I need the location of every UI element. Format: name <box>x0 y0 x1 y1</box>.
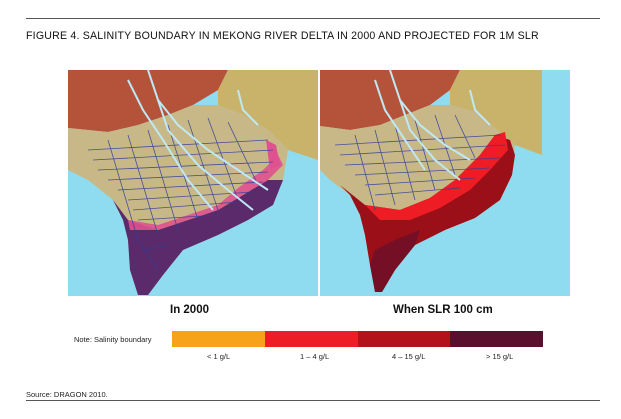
bottom-rule <box>26 400 600 401</box>
upland-tan-region <box>218 70 318 160</box>
upland-region <box>68 70 228 132</box>
legend-label-lt1: < 1 g/L <box>207 352 231 361</box>
legend-swatch-lt1 <box>172 331 265 347</box>
river-network <box>374 70 491 181</box>
upland-tan-region <box>450 70 542 155</box>
source-note: Source: DRAGON 2010. <box>26 390 108 399</box>
map-panel-slr <box>320 70 570 296</box>
legend-label-gt15: > 15 g/L <box>486 352 514 361</box>
legend-color-bar <box>172 331 543 347</box>
panel-label-slr: When SLR 100 cm <box>393 304 493 316</box>
map-2000-svg <box>68 70 318 296</box>
saline-zone-red <box>365 132 508 220</box>
panel-label-2000: In 2000 <box>170 304 209 316</box>
saline-zone-darkest <box>370 230 420 292</box>
legend-note: Note: Salinity boundary <box>74 335 152 344</box>
map-slr-svg <box>320 70 542 292</box>
upland-region <box>320 70 460 130</box>
river-network <box>127 70 269 211</box>
legend-swatch-4-15 <box>357 331 451 347</box>
top-rule <box>26 18 600 19</box>
figure-title: FIGURE 4. SALINITY BOUNDARY IN MEKONG RI… <box>26 30 539 42</box>
legend-label-1-4: 1 – 4 g/L <box>300 352 330 361</box>
legend-swatch-gt15 <box>450 331 543 347</box>
legend-label-4-15: 4 – 15 g/L <box>392 352 426 361</box>
legend-swatch-1-4 <box>264 331 358 347</box>
map-panel-2000 <box>68 70 318 296</box>
